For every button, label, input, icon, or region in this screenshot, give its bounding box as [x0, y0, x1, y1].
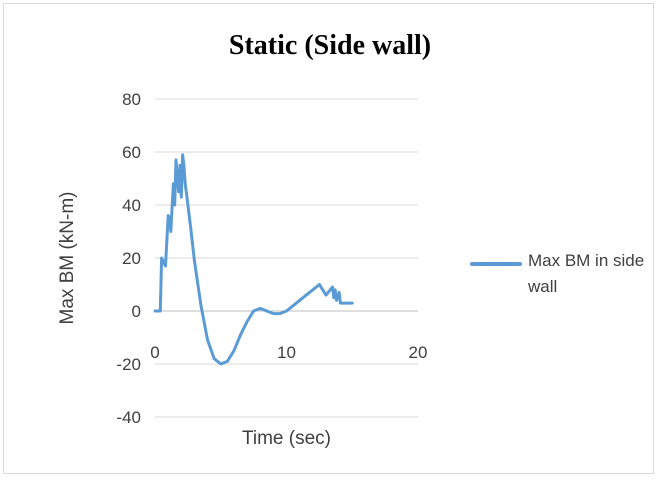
x-tick-label: 20 [409, 343, 428, 362]
chart-frame [3, 3, 654, 474]
x-tick-label: 10 [277, 343, 296, 362]
legend-label: Max BM in side wall [528, 251, 645, 296]
x-tick-label: 0 [150, 343, 159, 362]
y-tick-label: -40 [116, 408, 141, 427]
y-axis-title: Max BM (kN-m) [57, 192, 78, 325]
chart-title: Static (Side wall) [228, 30, 432, 61]
y-tick-label: 40 [122, 196, 141, 215]
y-tick-label: 60 [122, 143, 141, 162]
legend: Max BM in side wall [470, 248, 650, 308]
y-tick-label: 80 [122, 90, 141, 109]
series-lines [153, 153, 354, 366]
series-line [153, 153, 354, 366]
y-tick-label: -20 [116, 355, 141, 374]
legend-swatch [470, 262, 522, 266]
y-tick-label: 0 [132, 302, 141, 321]
tick-labels: -40 -20 0 20 40 60 80 0 10 20 [116, 90, 427, 427]
y-tick-label: 20 [122, 249, 141, 268]
x-axis-title: Time (sec) [242, 428, 331, 449]
